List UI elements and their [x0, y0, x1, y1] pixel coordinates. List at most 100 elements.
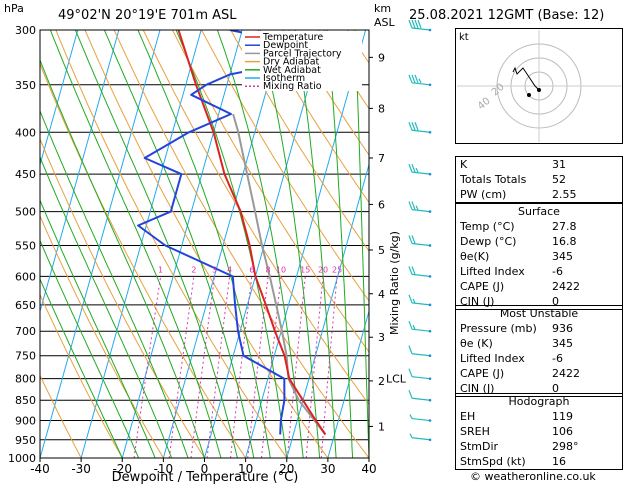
hodograph-index-table: Hodograph EH 119 SREH 106 StmDir 298° StmSpd (…	[455, 393, 623, 470]
isotherm-line	[40, 30, 79, 167]
mixing-ratio-line	[247, 276, 269, 458]
isotherm-line	[204, 30, 325, 458]
dry-adiabat-line	[288, 30, 369, 156]
datetime-title: 25.08.2021 12GMT (Base: 12)	[409, 8, 605, 23]
wind-barb-flag	[411, 74, 416, 84]
legend-entry: Isotherm	[263, 73, 305, 84]
wind-barb-flag	[411, 201, 416, 210]
index-value: 27.8	[552, 220, 577, 233]
x-tick-label: -40	[30, 462, 50, 476]
mixing-ratio-label: 1	[158, 265, 163, 274]
hodograph-index-title: Hodograph	[508, 395, 570, 408]
dry-adiabat-line	[40, 214, 164, 458]
wet-adiabat-line	[40, 58, 205, 458]
wet-adiabat-line	[40, 239, 140, 458]
index-value: 936	[552, 322, 573, 335]
x-tick-label: 10	[238, 462, 253, 476]
dry-adiabat-line	[84, 30, 329, 458]
km-tick-label: 1	[378, 420, 385, 433]
wind-barb-flag	[411, 122, 416, 131]
most-unstable-table: Most Unstable Pressure (mb) 936 θe (K) 345 L…	[455, 305, 623, 397]
location-title: 49°02'N 20°19'E 701m ASL	[58, 8, 237, 23]
wind-barb	[408, 345, 432, 358]
index-value: 345	[552, 337, 573, 350]
dry-adiabat-line	[113, 30, 369, 458]
wet-adiabat-line	[257, 30, 321, 458]
credit-text: © weatheronline.co.uk	[470, 470, 596, 483]
mixing-ratio-line	[230, 276, 253, 458]
dry-adiabat-line	[40, 293, 123, 458]
index-label: θe (K)	[460, 337, 493, 350]
wind-barb-dot	[428, 172, 432, 176]
asl-unit-label: ASL	[374, 16, 395, 29]
index-value: 52	[552, 173, 566, 186]
wind-barb-staff	[411, 437, 431, 441]
mixing-ratio-line	[286, 276, 306, 458]
index-row: Lifted Index -6	[456, 351, 622, 366]
index-label: StmSpd (kt)	[460, 455, 526, 468]
x-tick-label: 0	[201, 462, 209, 476]
legend-entry: Dewpoint	[263, 40, 308, 51]
dry-adiabat-line	[230, 30, 369, 252]
index-label: θe(K)	[460, 250, 490, 263]
index-value: 16	[552, 455, 566, 468]
km-tick-label: 9	[378, 51, 385, 64]
hodograph-marker	[537, 88, 541, 92]
hodograph-trace	[512, 66, 540, 91]
km-tick-label: 6	[378, 198, 385, 211]
wind-barb-half	[412, 298, 416, 304]
wind-barb-flag	[408, 320, 413, 330]
wind-barb-flag	[408, 122, 413, 131]
index-value: 119	[552, 410, 573, 423]
wind-barb-dot	[428, 354, 432, 358]
wind-barb-half	[418, 78, 422, 84]
index-row: Pressure (mb) 936	[456, 321, 622, 336]
x-tick-label: -30	[71, 462, 91, 476]
wind-barb	[408, 163, 432, 176]
index-row: Dewp (°C) 16.8	[456, 234, 622, 249]
basic-indices: K 31 Totals Totals 52 PW (cm) 2.55	[456, 157, 622, 202]
index-label: StmDir	[460, 440, 499, 453]
index-value: -6	[552, 265, 563, 278]
hpa-unit-label: hPa	[4, 2, 24, 15]
wind-barb	[408, 122, 432, 134]
wind-barb-staff	[411, 302, 431, 306]
index-value: 106	[552, 425, 573, 438]
km-tick-label: 3	[378, 331, 385, 344]
index-value: 345	[552, 250, 573, 263]
index-row: K 31	[456, 157, 622, 172]
wind-barb-half	[415, 205, 419, 210]
index-row: θe (K) 345	[456, 336, 622, 351]
index-label: CAPE (J)	[460, 280, 505, 293]
mixing-ratio-label: 15	[300, 265, 310, 274]
isotherm-line	[327, 309, 369, 458]
index-value: 2422	[552, 367, 580, 380]
pressure-tick-label: 850	[15, 394, 36, 407]
pressure-tick-label: 550	[15, 239, 36, 252]
legend-entry: Parcel Trajectory	[263, 48, 342, 59]
index-label: Pressure (mb)	[460, 322, 537, 335]
pressure-tick-label: 800	[15, 373, 36, 386]
legend-entry: Temperature	[262, 32, 323, 43]
index-row: CIN (J) 0	[456, 294, 622, 309]
wet-adiabat-line	[137, 30, 271, 458]
isotherm-line	[80, 30, 202, 458]
index-row: EH 119	[456, 409, 622, 424]
index-label: PW (cm)	[460, 188, 507, 201]
dry-adiabat-line	[201, 30, 369, 302]
surface-title: Surface	[518, 205, 560, 218]
x-tick-label: -20	[112, 462, 132, 476]
index-label: Lifted Index	[460, 265, 525, 278]
index-value: 298°	[552, 440, 579, 453]
wind-barb	[408, 294, 432, 307]
wind-barb-flag	[411, 235, 416, 244]
x-axis-label: Dewpoint / Temperature (°C)	[112, 470, 299, 485]
wind-barb	[408, 368, 432, 380]
index-row: Lifted Index -6	[456, 264, 622, 279]
pressure-tick-label: 600	[15, 270, 36, 283]
wind-barb	[408, 74, 432, 87]
index-row: θe(K) 345	[456, 249, 622, 264]
index-row: StmSpd (kt) 16	[456, 454, 622, 469]
mixing-ratio-label: 20	[318, 265, 328, 274]
mixing-ratio-label: 2	[191, 265, 196, 274]
